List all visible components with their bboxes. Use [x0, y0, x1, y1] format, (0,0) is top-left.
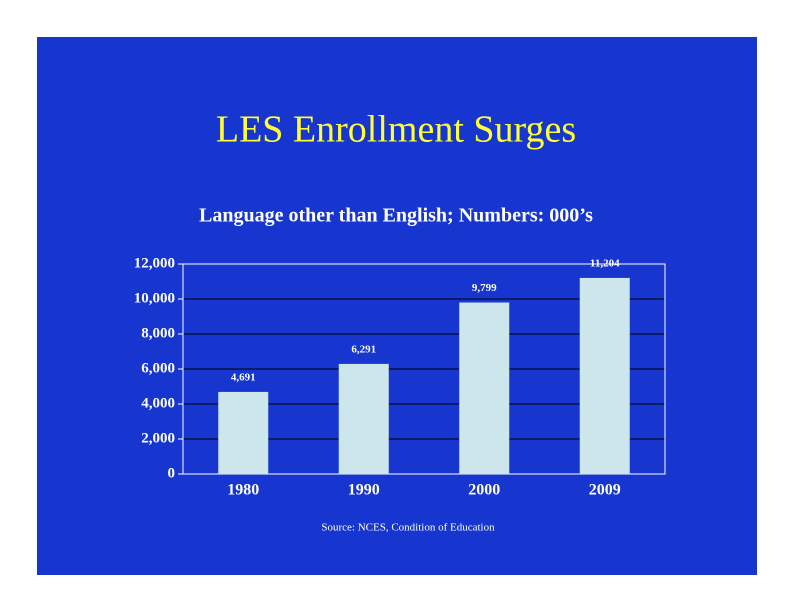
- y-tick-label: 8,000: [141, 325, 175, 341]
- x-tick-label: 2009: [589, 482, 621, 499]
- bar: [218, 391, 269, 474]
- chart-subtitle: Language other than English; Numbers: 00…: [199, 205, 593, 227]
- x-tick-label: 1980: [227, 482, 259, 499]
- y-tick-label: 0: [168, 465, 176, 481]
- x-tick-label: 2000: [468, 482, 500, 499]
- bar: [579, 277, 630, 474]
- value-label: 6,291: [351, 343, 376, 355]
- value-label: 4,691: [231, 371, 256, 383]
- value-label: 9,799: [472, 282, 497, 294]
- x-tick-label: 1990: [348, 482, 380, 499]
- bar: [338, 363, 389, 474]
- source-note: Source: NCES, Condition of Education: [321, 522, 495, 534]
- slide-background: [37, 37, 757, 575]
- y-tick-label: 6,000: [141, 360, 175, 376]
- y-tick-label: 10,000: [134, 290, 175, 306]
- chart-title: LES Enrollment Surges: [216, 109, 576, 151]
- value-label: 11,204: [590, 257, 620, 269]
- y-tick-label: 4,000: [141, 395, 175, 411]
- y-tick-label: 12,000: [134, 255, 175, 271]
- y-tick-label: 2,000: [141, 430, 175, 446]
- plot-border: [182, 263, 666, 475]
- bar: [459, 302, 510, 474]
